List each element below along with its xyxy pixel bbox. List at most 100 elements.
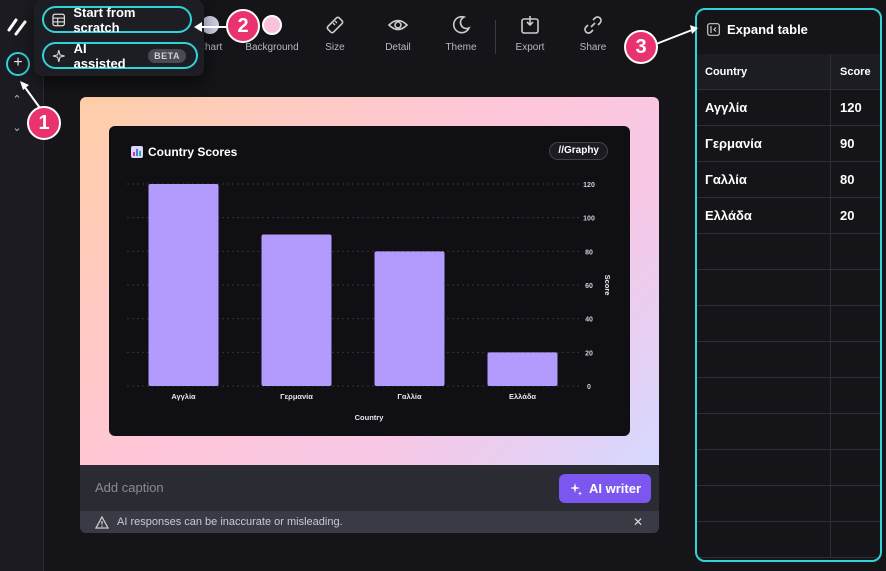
ai-warning-banner: AI responses can be inaccurate or mislea…: [80, 511, 659, 533]
table-cell[interactable]: 120: [840, 100, 862, 115]
callout-arrow-2: [194, 22, 228, 32]
empty-table-cell[interactable]: [831, 270, 880, 306]
table-cell[interactable]: Γαλλία: [697, 162, 831, 198]
tool-detail[interactable]: Detail: [366, 14, 430, 53]
empty-table-row: [697, 378, 880, 414]
beta-badge: BETA: [148, 48, 186, 63]
tool-export[interactable]: Export: [498, 14, 562, 53]
bar[interactable]: [374, 251, 445, 386]
empty-table-cell[interactable]: [831, 522, 880, 558]
tool-size-label: Size: [325, 42, 345, 53]
empty-table-cell[interactable]: [697, 342, 831, 378]
empty-table-cell[interactable]: [697, 450, 831, 486]
chart-card: Country Scores //Graphy 0 20 40 60 80 100 120 Α…: [80, 97, 659, 533]
empty-table-cell[interactable]: [697, 234, 831, 270]
chart-title-text: Country Scores: [148, 145, 238, 159]
chevron-up-icon[interactable]: ⌃: [12, 94, 22, 106]
tool-size[interactable]: Size: [303, 14, 367, 53]
empty-table-cell[interactable]: [831, 486, 880, 522]
empty-table-cell[interactable]: [697, 414, 831, 450]
table-icon: [52, 13, 65, 26]
caption-row: Add caption AI writer: [80, 465, 659, 511]
empty-table-cell[interactable]: [697, 522, 831, 558]
x-tick-label: Ελλάδα: [509, 392, 536, 401]
table-cell[interactable]: Ελλάδα: [697, 198, 831, 234]
tool-detail-label: Detail: [385, 42, 411, 53]
empty-table-cell[interactable]: [697, 306, 831, 342]
empty-table-row: [697, 270, 880, 306]
add-chart-menu: Start from scratch AI assisted BETA: [34, 0, 204, 76]
table-cell[interactable]: 20: [840, 208, 855, 223]
bar[interactable]: [261, 234, 332, 387]
y-tick-label: 100: [583, 216, 595, 223]
empty-table-cell[interactable]: [831, 414, 880, 450]
table-row: Γαλλία 80: [697, 162, 880, 198]
tool-chart-label: Chart: [197, 42, 223, 53]
empty-table-cell[interactable]: [697, 378, 831, 414]
table-cell[interactable]: 80: [840, 172, 855, 187]
callout-3: 3: [624, 30, 658, 64]
y-tick-label: 20: [585, 350, 593, 357]
ai-assisted-label: AI assisted: [73, 40, 126, 71]
empty-table-row: [697, 306, 880, 342]
empty-table-cell[interactable]: [831, 378, 880, 414]
link-icon: [584, 16, 602, 34]
table-cell[interactable]: Γερμανία: [697, 126, 831, 162]
tool-share[interactable]: Share: [561, 14, 625, 53]
expand-table-button[interactable]: Expand table: [707, 22, 808, 37]
callout-1: 1: [27, 106, 61, 140]
moon-icon: [453, 15, 471, 34]
empty-table-row: [697, 486, 880, 522]
tool-theme-label: Theme: [445, 42, 477, 53]
warning-icon: [95, 515, 109, 529]
eye-icon: [387, 19, 409, 31]
y-axis-label: Score: [603, 275, 612, 296]
chart-icon: [201, 16, 219, 34]
y-tick-label: 120: [583, 182, 595, 189]
empty-table-row: [697, 450, 880, 486]
empty-table-cell[interactable]: [831, 306, 880, 342]
start-from-scratch-label: Start from scratch: [73, 4, 136, 35]
ai-writer-button[interactable]: AI writer: [558, 474, 651, 503]
empty-table-row: [697, 234, 880, 270]
graphy-badge[interactable]: //Graphy: [549, 142, 608, 160]
table-cell[interactable]: Αγγλία: [697, 90, 831, 126]
chart-title: Country Scores: [131, 145, 237, 159]
toolbar-divider: [495, 20, 496, 54]
expand-icon: [707, 23, 720, 36]
tool-chart[interactable]: Chart: [178, 14, 242, 53]
tool-theme[interactable]: Theme: [429, 14, 493, 53]
graphy-logo-icon[interactable]: [7, 16, 29, 38]
table-header-score[interactable]: Score: [840, 66, 871, 78]
data-table-panel: Expand table Country Score Αγγλία 120 Γερμ…: [695, 8, 882, 562]
chart-frame[interactable]: Country Scores //Graphy 0 20 40 60 80 100 120 Α…: [109, 126, 630, 436]
ai-writer-label: AI writer: [588, 481, 641, 496]
bar[interactable]: [487, 352, 558, 386]
empty-table-cell[interactable]: [697, 486, 831, 522]
bar[interactable]: [148, 184, 219, 386]
bar-chart-icon: [131, 146, 143, 158]
empty-table-cell[interactable]: [831, 342, 880, 378]
tool-background[interactable]: Background: [240, 14, 304, 53]
empty-table-cell[interactable]: [697, 270, 831, 306]
left-rail: + ⌃ ⌄: [0, 0, 44, 571]
x-tick-label: Αγγλία: [171, 392, 196, 401]
add-block-button[interactable]: +: [6, 52, 30, 76]
caption-input[interactable]: Add caption: [95, 480, 164, 495]
graphy-badge-text: Graphy: [563, 145, 599, 156]
start-from-scratch-option[interactable]: Start from scratch: [42, 4, 192, 35]
ai-assisted-option[interactable]: AI assisted BETA: [42, 40, 198, 71]
bar-chart: 0 20 40 60 80 100 120 Αγγλία Γερμανία Γαλλία Ελλάδ…: [127, 182, 612, 422]
tool-export-label: Export: [515, 42, 545, 53]
table-cell[interactable]: 90: [840, 136, 855, 151]
table-header-row: Country Score: [697, 54, 880, 90]
table-row: Ελλάδα 20: [697, 198, 880, 234]
expand-table-label: Expand table: [727, 22, 808, 37]
close-icon[interactable]: ✕: [632, 515, 643, 529]
table-header-country[interactable]: Country: [697, 54, 831, 90]
empty-table-cell[interactable]: [831, 450, 880, 486]
chevron-down-icon[interactable]: ⌄: [12, 122, 22, 134]
empty-table-row: [697, 414, 880, 450]
callout-arrow-3: [655, 25, 698, 45]
empty-table-cell[interactable]: [831, 234, 880, 270]
